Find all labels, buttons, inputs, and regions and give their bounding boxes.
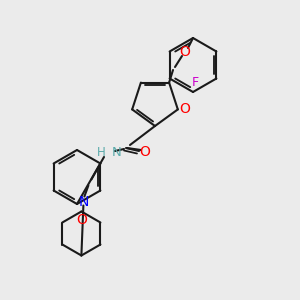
Text: H: H <box>97 146 106 160</box>
Text: O: O <box>76 212 87 226</box>
Text: F: F <box>191 76 199 89</box>
Text: N: N <box>78 194 88 208</box>
Text: O: O <box>140 145 150 159</box>
Text: O: O <box>180 45 190 59</box>
Text: N: N <box>112 146 122 160</box>
Text: O: O <box>179 102 190 116</box>
